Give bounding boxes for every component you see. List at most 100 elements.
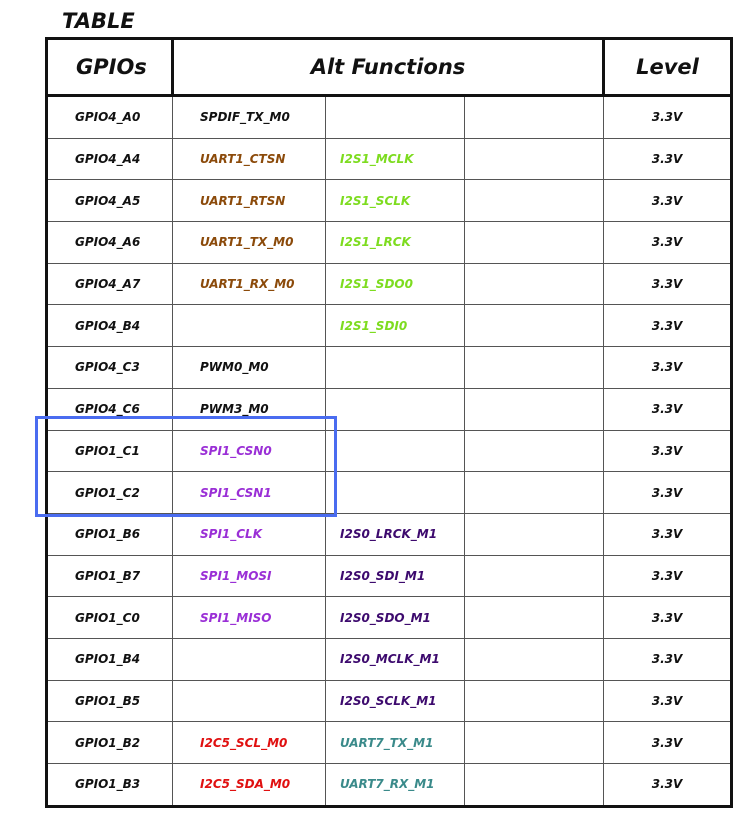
table-row: GPIO1_C0 SPI1_MISO I2S0_SDO_M1 3.3V [46, 596, 732, 639]
level-cell: 3.3V [603, 262, 732, 306]
empty-cell [464, 596, 604, 639]
table-row: GPIO1_B3 I2C5_SDA_M0 UART7_RX_M1 3.3V [46, 763, 732, 807]
gpio-table: GPIOs Alt Functions Level GPIO4_A0 SPDIF_… [45, 37, 733, 808]
table-row: GPIO1_C2 SPI1_CSN1 3.3V [46, 471, 732, 514]
level-cell: 3.3V [603, 304, 732, 348]
gpio-cell: GPIO1_B6 [46, 512, 173, 556]
table-row: GPIO1_B6 SPI1_CLK I2S0_LRCK_M1 3.3V [46, 512, 732, 556]
alt-function-cell: SPI1_MISO [172, 596, 326, 639]
gpio-cell: GPIO4_A7 [46, 262, 173, 306]
level-cell: 3.3V [603, 721, 732, 764]
table-row: GPIO4_C3 PWM0_M0 3.3V [46, 346, 732, 389]
alt-function-cell: UART7_RX_M1 [325, 763, 465, 807]
alt-function-cell: I2S1_MCLK [325, 137, 465, 181]
table-row: GPIO4_C6 PWM3_M0 3.3V [46, 387, 732, 431]
header-cell: Level [602, 37, 733, 97]
level-cell: 3.3V [603, 596, 732, 639]
empty-cell [464, 179, 604, 223]
alt-function-cell: SPI1_CSN1 [172, 471, 326, 514]
table-row: GPIO4_A0 SPDIF_TX_M0 3.3V [46, 95, 732, 139]
table-row: GPIO1_B4 I2S0_MCLK_M1 3.3V [46, 637, 732, 681]
alt-function-cell: PWM0_M0 [172, 346, 326, 389]
table-row: GPIO4_A5 UART1_RTSN I2S1_SCLK 3.3V [46, 179, 732, 223]
alt-function-cell: UART1_CTSN [172, 137, 326, 181]
empty-cell [464, 429, 604, 473]
alt-function-cell: SPI1_CLK [172, 512, 326, 556]
empty-cell [464, 304, 604, 348]
empty-cell [464, 512, 604, 556]
alt-function-cell: SPI1_CSN0 [172, 429, 326, 473]
alt-function-cell: I2C5_SCL_M0 [172, 721, 326, 764]
table-row: GPIO1_B7 SPI1_MOSI I2S0_SDI_M1 3.3V [46, 554, 732, 598]
alt-function-cell: UART1_RX_M0 [172, 262, 326, 306]
alt-function-cell: I2S0_LRCK_M1 [325, 512, 465, 556]
table-row: GPIO1_B2 I2C5_SCL_M0 UART7_TX_M1 3.3V [46, 721, 732, 764]
level-cell: 3.3V [603, 763, 732, 807]
alt-function-cell: SPDIF_TX_M0 [172, 95, 326, 139]
level-cell: 3.3V [603, 179, 732, 223]
alt-function-cell: I2S0_MCLK_M1 [325, 637, 465, 681]
empty-cell [464, 721, 604, 764]
level-cell: 3.3V [603, 679, 732, 723]
gpio-cell: GPIO4_C6 [46, 387, 173, 431]
level-cell: 3.3V [603, 554, 732, 598]
level-cell: 3.3V [603, 471, 732, 514]
header-cell: GPIOs [45, 37, 174, 97]
header-row: GPIOs Alt Functions Level [45, 37, 733, 97]
alt-function-cell: I2C5_SDA_M0 [172, 763, 326, 807]
level-cell: 3.3V [603, 95, 732, 139]
gpio-cell: GPIO4_A0 [46, 95, 173, 139]
empty-cell [464, 346, 604, 389]
level-cell: 3.3V [603, 137, 732, 181]
alt-function-cell: PWM3_M0 [172, 387, 326, 431]
gpio-cell: GPIO1_B4 [46, 637, 173, 681]
gpio-cell: GPIO1_B5 [46, 679, 173, 723]
gpio-cell: GPIO1_C0 [46, 596, 173, 639]
title: TABLE [62, 9, 135, 33]
gpio-cell: GPIO1_B7 [46, 554, 173, 598]
alt-function-cell: I2S0_SDI_M1 [325, 554, 465, 598]
level-cell: 3.3V [603, 637, 732, 681]
table-row: GPIO4_A4 UART1_CTSN I2S1_MCLK 3.3V [46, 137, 732, 181]
empty-cell [464, 554, 604, 598]
table-row: GPIO1_B5 I2S0_SCLK_M1 3.3V [46, 679, 732, 723]
empty-cell [464, 637, 604, 681]
level-cell: 3.3V [603, 512, 732, 556]
alt-function-cell: I2S0_SDO_M1 [325, 596, 465, 639]
alt-function-cell: I2S1_SDI0 [325, 304, 465, 348]
empty-cell [464, 471, 604, 514]
table-row: GPIO4_B4 I2S1_SDI0 3.3V [46, 304, 732, 348]
empty-cell [464, 763, 604, 807]
empty-cell [172, 637, 326, 681]
empty-cell [464, 262, 604, 306]
empty-cell [325, 387, 465, 431]
alt-function-cell: UART1_TX_M0 [172, 221, 326, 264]
level-cell: 3.3V [603, 387, 732, 431]
empty-cell [325, 429, 465, 473]
alt-function-cell: I2S0_SCLK_M1 [325, 679, 465, 723]
alt-function-cell: I2S1_SDO0 [325, 262, 465, 306]
level-cell: 3.3V [603, 429, 732, 473]
empty-cell [325, 95, 465, 139]
gpio-cell: GPIO1_C1 [46, 429, 173, 473]
alt-function-cell: I2S1_LRCK [325, 221, 465, 264]
table-row: GPIO4_A6 UART1_TX_M0 I2S1_LRCK 3.3V [46, 221, 732, 264]
empty-cell [464, 387, 604, 431]
empty-cell [464, 95, 604, 139]
gpio-cell: GPIO4_B4 [46, 304, 173, 348]
alt-function-cell: SPI1_MOSI [172, 554, 326, 598]
empty-cell [325, 471, 465, 514]
gpio-cell: GPIO1_B3 [46, 763, 173, 807]
gpio-cell: GPIO4_A5 [46, 179, 173, 223]
level-cell: 3.3V [603, 221, 732, 264]
empty-cell [172, 679, 326, 723]
table-row: GPIO1_C1 SPI1_CSN0 3.3V [46, 429, 732, 473]
alt-function-cell: UART7_TX_M1 [325, 721, 465, 764]
empty-cell [464, 679, 604, 723]
empty-cell [464, 137, 604, 181]
gpio-cell: GPIO1_B2 [46, 721, 173, 764]
empty-cell [325, 346, 465, 389]
empty-cell [464, 221, 604, 264]
gpio-cell: GPIO1_C2 [46, 471, 173, 514]
